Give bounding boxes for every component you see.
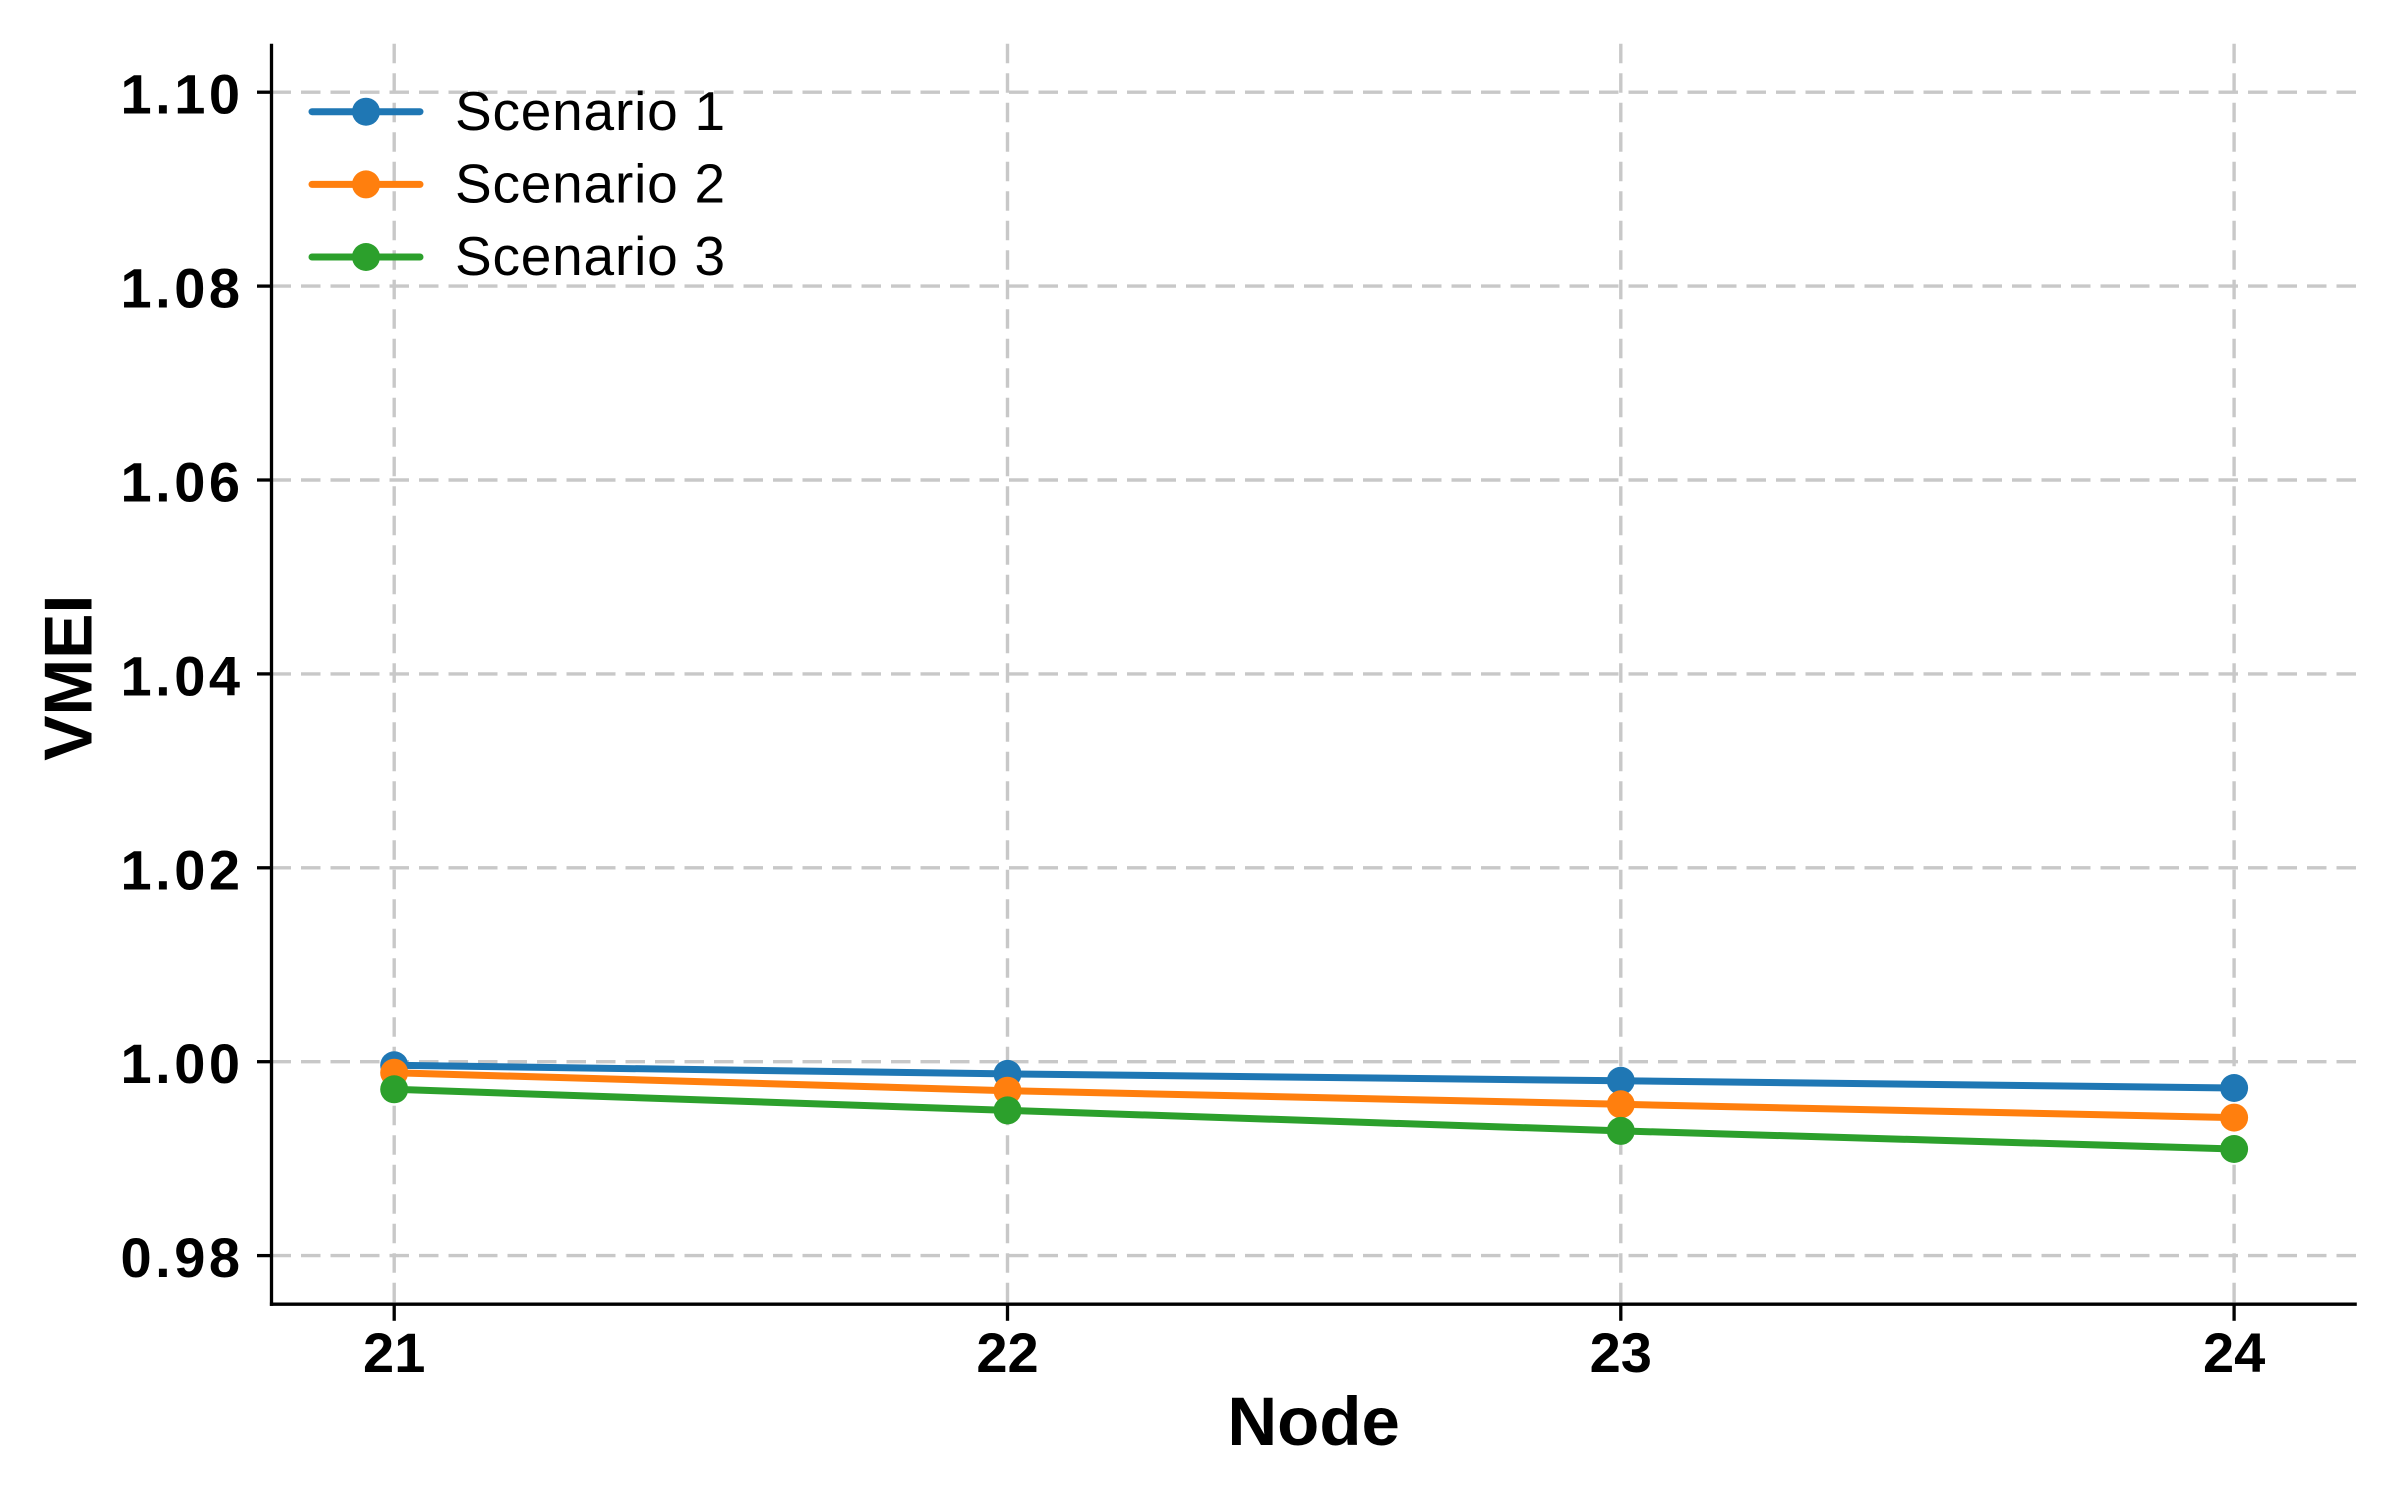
svg-text:21: 21: [363, 1321, 425, 1384]
svg-text:1.08: 1.08: [121, 257, 244, 320]
svg-text:1.10: 1.10: [121, 63, 244, 126]
svg-text:1.00: 1.00: [121, 1032, 244, 1095]
svg-text:Scenario 1: Scenario 1: [455, 80, 726, 142]
svg-text:1.04: 1.04: [121, 644, 244, 707]
svg-text:1.06: 1.06: [121, 451, 244, 514]
svg-text:24: 24: [2203, 1321, 2265, 1384]
svg-text:0.98: 0.98: [121, 1226, 244, 1289]
svg-text:Scenario 3: Scenario 3: [455, 225, 726, 287]
svg-text:23: 23: [1590, 1321, 1652, 1384]
svg-text:1.02: 1.02: [121, 838, 244, 901]
svg-text:Scenario 2: Scenario 2: [455, 153, 726, 215]
svg-text:Node: Node: [1227, 1383, 1400, 1460]
svg-text:22: 22: [976, 1321, 1038, 1384]
svg-text:VMEI: VMEI: [31, 595, 107, 761]
